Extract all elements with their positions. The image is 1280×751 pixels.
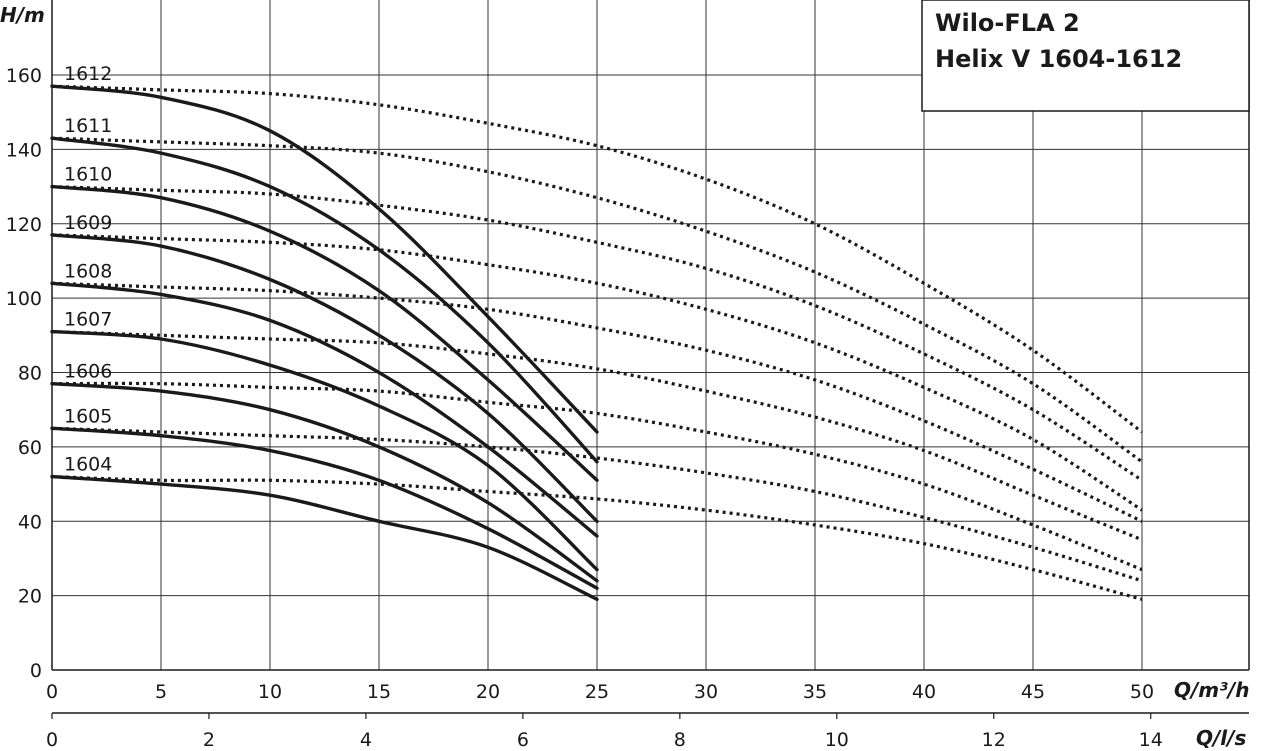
- legend-title-line-1: Wilo-FLA 2: [935, 9, 1080, 37]
- x2-tick-label: 4: [360, 729, 372, 751]
- x2-tick-label: 2: [203, 729, 215, 751]
- x-tick-label: 30: [694, 681, 718, 703]
- curve-label-1608: 1608: [64, 260, 112, 282]
- y-tick-label: 120: [6, 214, 42, 236]
- dotted-curve-1605: [51, 426, 1143, 583]
- legend-box: Wilo-FLA 2 Helix V 1604-1612: [921, 0, 1250, 112]
- x-tick-label: 50: [1130, 681, 1154, 703]
- x2-tick-label: 10: [825, 729, 849, 751]
- dotted-curves: [51, 84, 1143, 601]
- y-tick-label: 20: [18, 586, 42, 608]
- y-tick-label: 140: [6, 139, 42, 161]
- curve-label-1607: 1607: [64, 309, 112, 331]
- y-tick-label: 160: [6, 65, 42, 87]
- solid-curve-1608: [50, 281, 599, 538]
- x-tick-label: 20: [476, 681, 500, 703]
- solid-curve-1611: [50, 136, 599, 464]
- solid-curve-1609: [50, 233, 599, 523]
- y-tick-label: 0: [30, 660, 42, 682]
- solid-curves: [50, 84, 599, 601]
- curve-label-1610: 1610: [64, 164, 112, 186]
- dotted-curve-1611: [51, 136, 1143, 464]
- x2-tick-label: 8: [674, 729, 686, 751]
- y-tick-label: 80: [18, 363, 42, 385]
- x-tick-label: 45: [1021, 681, 1045, 703]
- y-axis-title: H/m: [0, 3, 45, 27]
- solid-curve-1606: [50, 382, 599, 583]
- x-tick-label: 10: [258, 681, 282, 703]
- dotted-curve-1610: [51, 185, 1143, 482]
- curve-label-1606: 1606: [64, 361, 112, 383]
- x2-tick-label: 12: [982, 729, 1006, 751]
- legend-title-line-2: Helix V 1604-1612: [935, 45, 1182, 73]
- curve-label-1612: 1612: [64, 63, 112, 85]
- x-tick-label: 25: [585, 681, 609, 703]
- dotted-curve-1609: [51, 233, 1143, 512]
- x2-axis-title: Q/l/s: [1196, 726, 1246, 750]
- y-tick-label: 60: [18, 437, 42, 459]
- curve-label-1609: 1609: [64, 212, 112, 234]
- dotted-curve-1607: [51, 330, 1143, 542]
- curve-label-1605: 1605: [64, 405, 112, 427]
- x2-tick-label: 14: [1139, 729, 1163, 751]
- x2-tick-label: 0: [46, 729, 58, 751]
- dotted-curve-1606: [51, 381, 1143, 572]
- x-tick-label: 0: [46, 681, 58, 703]
- x-tick-label: 5: [155, 681, 167, 703]
- solid-curve-1612: [50, 84, 599, 434]
- x-tick-label: 40: [912, 681, 936, 703]
- dotted-curve-1612: [51, 84, 1143, 434]
- curve-label-1611: 1611: [64, 115, 112, 137]
- solid-curve-1605: [50, 426, 599, 590]
- x2-tick-label: 6: [517, 729, 529, 751]
- x-axis-title: Q/m³/h: [1174, 678, 1249, 702]
- solid-curve-1607: [50, 329, 599, 572]
- curve-labels: 1612 1611 1610 1609 1608 1607 1606 1605 1604: [64, 63, 112, 475]
- curve-label-1604: 1604: [64, 454, 112, 476]
- y-tick-label: 100: [6, 288, 42, 310]
- solid-curve-1610: [50, 184, 599, 482]
- x-tick-label: 35: [803, 681, 827, 703]
- solid-curve-1604: [50, 474, 599, 601]
- dotted-curve-1608: [51, 281, 1143, 523]
- x-tick-label: 15: [367, 681, 391, 703]
- y-tick-label: 40: [18, 511, 42, 533]
